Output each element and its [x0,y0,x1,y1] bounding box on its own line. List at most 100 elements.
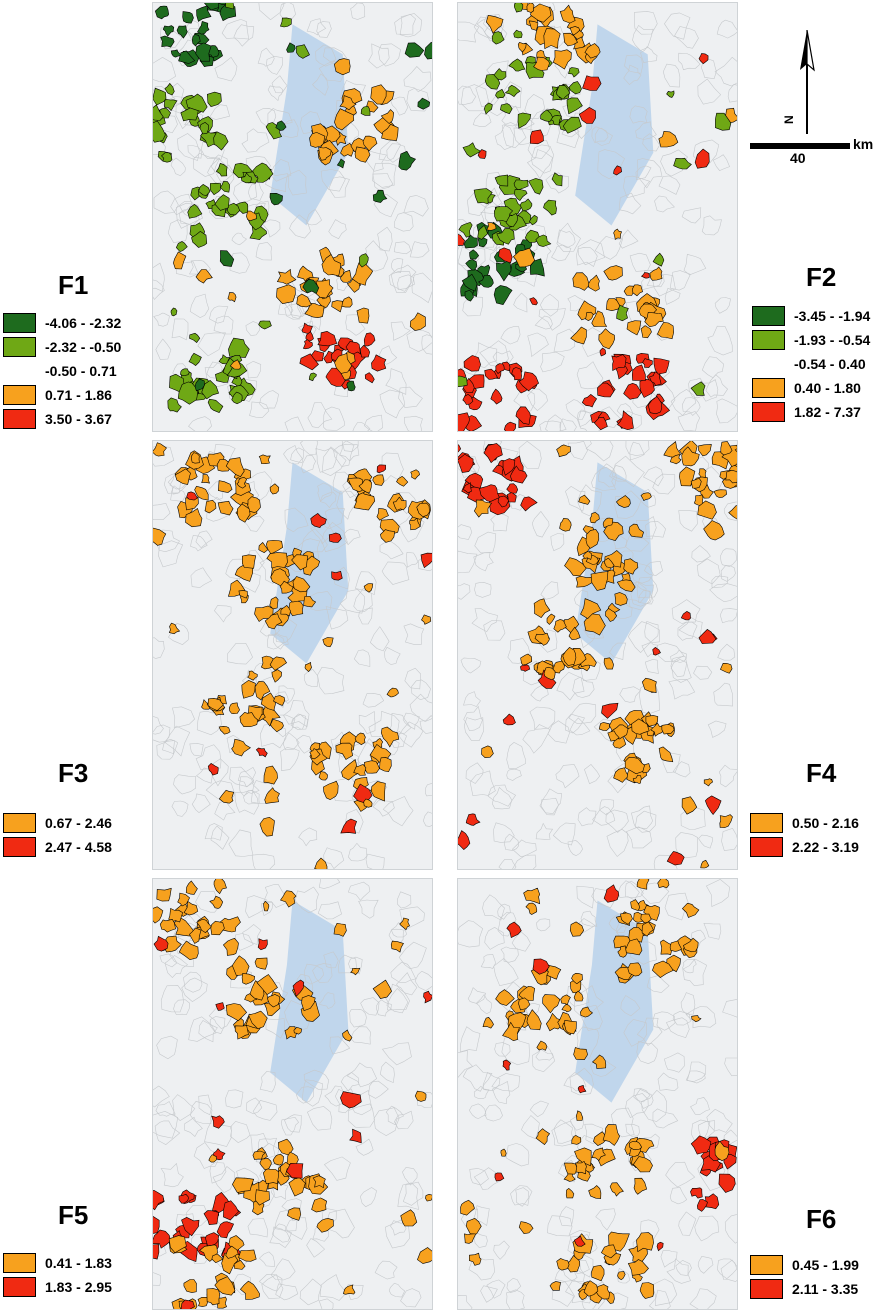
parcel-outline [665,1161,696,1188]
parcel-outline [662,752,681,774]
highlighted-parcel [536,1040,548,1051]
highlighted-parcel [484,368,499,380]
highlighted-parcel [613,767,630,783]
highlighted-parcel [529,214,538,226]
parcel-outline [500,946,519,963]
highlighted-parcel [639,1282,655,1299]
legend-swatch [750,836,783,857]
parcel-outline [318,879,341,889]
parcel-outline [214,800,236,821]
parcel-outline [646,975,670,993]
highlighted-parcel [578,107,596,124]
parcel-outline [261,1274,284,1299]
highlighted-parcel [640,325,652,339]
parcel-outline [707,720,727,738]
highlighted-parcel [272,1153,284,1166]
highlighted-parcel [609,1182,624,1197]
parcel-outline [323,406,345,431]
parcel-outline [239,776,260,797]
parcel-outline [670,659,687,678]
parcel-outline [170,157,186,177]
parcel-outline [625,1093,649,1119]
parcel-outline [591,466,617,491]
parcel-outline [680,992,696,1015]
parcel-outline [585,441,614,462]
highlighted-parcel [178,50,196,64]
highlighted-parcel [225,457,245,478]
highlighted-parcel [191,231,208,248]
highlighted-parcel [528,178,544,195]
parcel-outline [227,643,253,665]
legend-swatch [3,812,36,833]
highlighted-parcel [164,82,175,96]
highlighted-parcel [658,130,679,148]
parcel-outline [258,1251,275,1267]
parcel-outline [324,507,345,529]
parcel-outline [329,1036,351,1055]
highlighted-parcel [416,502,430,518]
highlighted-parcel [590,571,609,591]
highlighted-parcel [533,598,551,618]
highlighted-parcel [216,1221,235,1239]
highlighted-parcel [603,557,615,569]
highlighted-parcel [420,552,432,569]
parcel-outline [379,345,398,365]
parcel-outline [664,892,692,921]
parcel-outline [185,1204,210,1231]
highlighted-parcel [417,97,431,110]
parcel-outline [323,1156,351,1181]
parcel-outline [562,1257,585,1282]
highlighted-parcel [566,97,583,115]
highlighted-parcel [715,112,732,131]
parcel-outline [379,389,405,419]
highlighted-parcel [611,354,627,371]
highlighted-parcel [573,1047,588,1061]
highlighted-parcel [535,1128,551,1146]
parcel-outline [527,332,549,358]
parcel-outline [306,1238,326,1258]
highlighted-parcel [690,1187,703,1199]
parcel-outline [480,954,496,969]
parcel-outline [164,725,191,757]
highlighted-parcel [310,513,327,529]
highlighted-parcel [628,523,644,538]
parcel-outline [154,1120,181,1145]
highlighted-parcel [700,859,710,869]
highlighted-parcel [623,558,639,575]
highlighted-parcel [469,249,480,260]
legend-item: 3.50 - 3.67 [3,407,121,430]
parcel-outline [159,953,178,968]
parcel-outline [498,858,517,869]
parcel-outline [312,963,333,984]
parcel-outline [513,127,535,146]
highlighted-parcel [271,669,282,683]
parcel-outline [666,1258,691,1284]
highlighted-parcel [613,228,623,240]
highlighted-parcel [335,742,354,760]
parcel-outline [705,374,728,398]
parcel-outline [493,1240,510,1260]
parcel-outline [153,312,170,327]
parcel-outline [594,236,624,260]
parcel-outline [323,847,345,869]
highlighted-parcel [565,1188,575,1199]
highlighted-parcel [269,596,279,610]
parcel-outline [181,977,208,1002]
parcel-outline [691,545,711,563]
highlighted-parcel [502,1021,520,1042]
highlighted-parcel [363,332,376,347]
parcel-outline [153,57,177,82]
parcel-outline [350,1026,372,1045]
parcel-outline [153,445,175,467]
parcel-outline [318,992,336,1009]
highlighted-parcel [254,680,271,701]
parcel-outline [505,1143,530,1167]
highlighted-parcel [273,695,286,706]
highlighted-parcel [616,579,636,592]
highlighted-parcel [353,490,376,511]
parcel-outline [474,581,492,598]
parcel-outline [173,999,190,1016]
highlighted-parcel [181,1216,200,1237]
parcel-outline [385,1105,405,1126]
legend-label: 2.22 - 3.19 [792,838,859,855]
